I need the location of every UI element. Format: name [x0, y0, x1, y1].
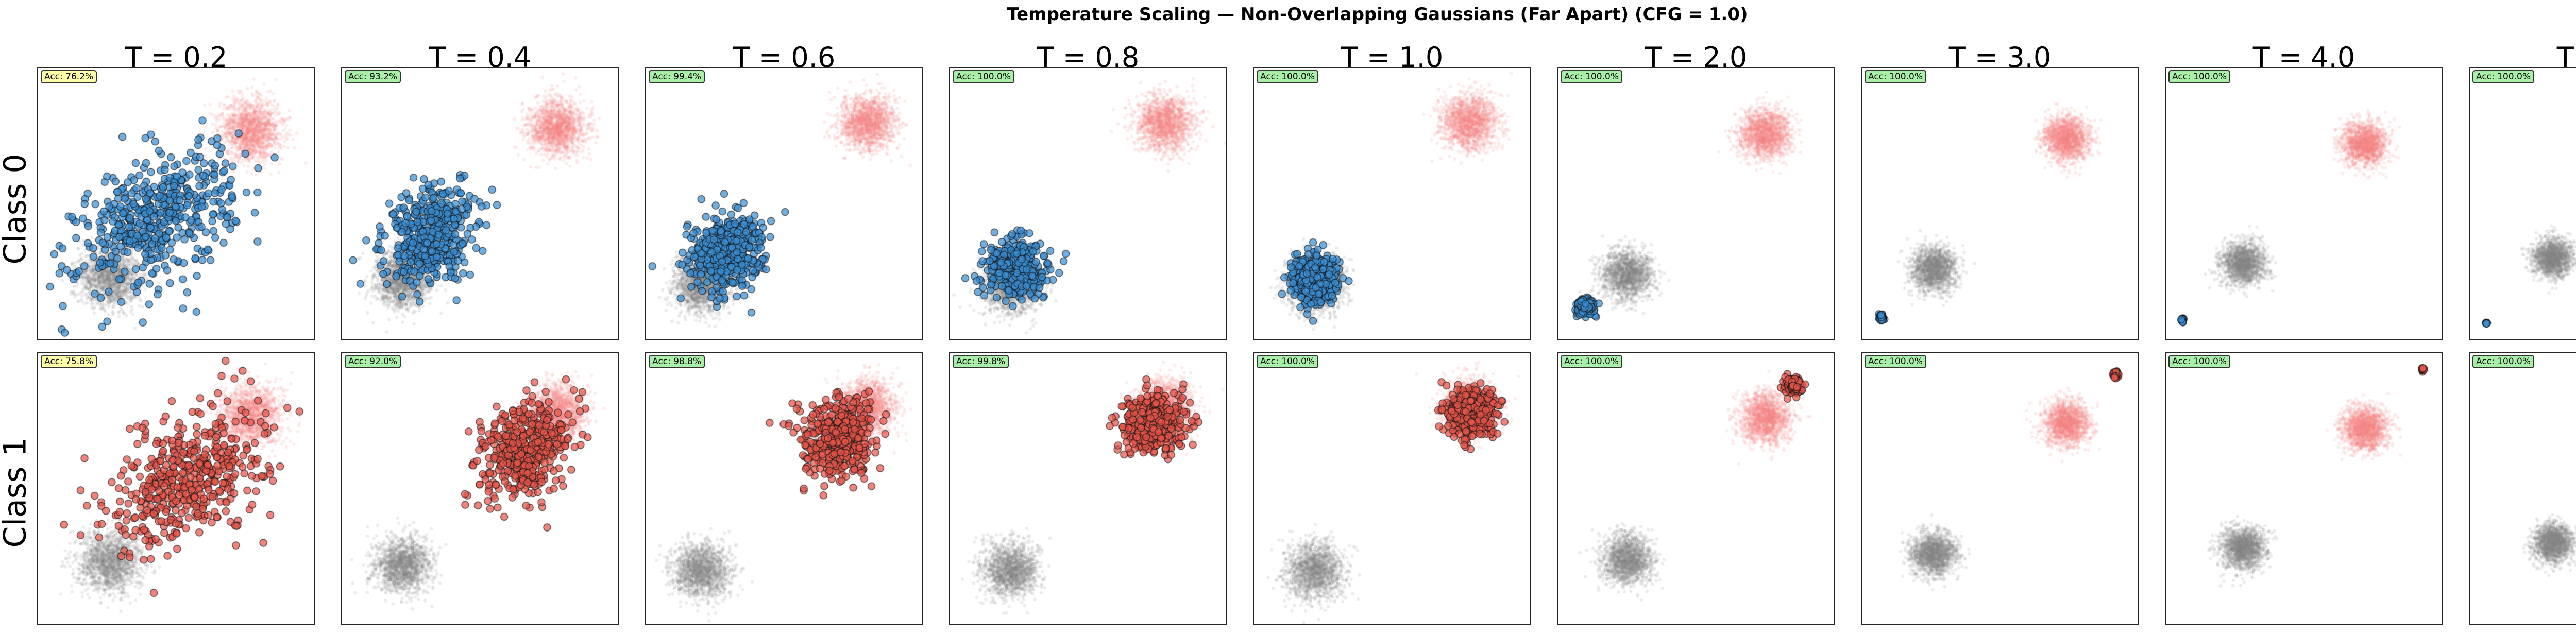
scatter-panel-class0-col7: Acc: 100.0%	[2165, 67, 2443, 340]
scatter-panel-class1-col6: Acc: 100.0%	[1861, 352, 2139, 625]
scatter-plot-area	[646, 353, 922, 624]
accuracy-badge: Acc: 99.8%	[953, 355, 1009, 368]
scatter-panel-class1-col0: Acc: 75.8%	[37, 352, 315, 625]
scatter-plot-area	[646, 68, 922, 339]
scatter-panel-class1-col8: Acc: 100.0%	[2469, 352, 2576, 625]
accuracy-badge: Acc: 93.2%	[345, 70, 401, 83]
scatter-panel-class0-col1: Acc: 93.2%	[341, 67, 619, 340]
scatter-panel-class1-col7: Acc: 100.0%	[2165, 352, 2443, 625]
scatter-plot-area	[2166, 353, 2442, 624]
accuracy-badge: Acc: 100.0%	[2168, 70, 2230, 83]
accuracy-badge: Acc: 100.0%	[953, 70, 1014, 83]
scatter-panel-class1-col5: Acc: 100.0%	[1557, 352, 1835, 625]
accuracy-badge: Acc: 100.0%	[1561, 70, 1622, 83]
accuracy-badge: Acc: 98.8%	[649, 355, 705, 368]
scatter-panel-class1-col4: Acc: 100.0%	[1253, 352, 1531, 625]
accuracy-badge: Acc: 100.0%	[2472, 355, 2534, 368]
accuracy-badge: Acc: 92.0%	[345, 355, 401, 368]
scatter-plot-area	[2470, 68, 2576, 339]
scatter-plot-area	[1862, 353, 2138, 624]
accuracy-badge: Acc: 100.0%	[1257, 70, 1318, 83]
row-label-class-0: Class 0	[0, 153, 34, 265]
scatter-panel-class1-col3: Acc: 99.8%	[949, 352, 1227, 625]
accuracy-badge: Acc: 99.4%	[649, 70, 705, 83]
row-label-class-1: Class 1	[0, 437, 34, 548]
accuracy-badge: Acc: 100.0%	[1865, 70, 1926, 83]
accuracy-badge: Acc: 100.0%	[2472, 70, 2534, 83]
scatter-plot-area	[1862, 68, 2138, 339]
scatter-panel-class1-col1: Acc: 92.0%	[341, 352, 619, 625]
scatter-panel-class0-col4: Acc: 100.0%	[1253, 67, 1531, 340]
scatter-panel-class0-col5: Acc: 100.0%	[1557, 67, 1835, 340]
scatter-plot-area	[2470, 353, 2576, 624]
scatter-plot-area	[38, 353, 314, 624]
scatter-plot-area	[1558, 68, 1834, 339]
scatter-plot-area	[342, 353, 618, 624]
scatter-plot-area	[950, 353, 1226, 624]
accuracy-badge: Acc: 100.0%	[1865, 355, 1926, 368]
scatter-panel-class1-col2: Acc: 98.8%	[645, 352, 923, 625]
scatter-panel-class0-col2: Acc: 99.4%	[645, 67, 923, 340]
scatter-panel-class0-col3: Acc: 100.0%	[949, 67, 1227, 340]
scatter-plot-area	[342, 68, 618, 339]
figure-title: Temperature Scaling — Non-Overlapping Ga…	[1007, 4, 1748, 25]
scatter-plot-area	[1558, 353, 1834, 624]
scatter-panel-class0-col0: Acc: 76.2%	[37, 67, 315, 340]
accuracy-badge: Acc: 100.0%	[1257, 355, 1318, 368]
scatter-plot-area	[1254, 68, 1530, 339]
accuracy-badge: Acc: 76.2%	[41, 70, 97, 83]
accuracy-badge: Acc: 100.0%	[1561, 355, 1622, 368]
scatter-panel-class0-col6: Acc: 100.0%	[1861, 67, 2139, 340]
scatter-panel-class0-col8: Acc: 100.0%	[2469, 67, 2576, 340]
scatter-plot-area	[2166, 68, 2442, 339]
scatter-plot-area	[38, 68, 314, 339]
scatter-plot-area	[1254, 353, 1530, 624]
scatter-plot-area	[950, 68, 1226, 339]
accuracy-badge: Acc: 100.0%	[2168, 355, 2230, 368]
accuracy-badge: Acc: 75.8%	[41, 355, 97, 368]
